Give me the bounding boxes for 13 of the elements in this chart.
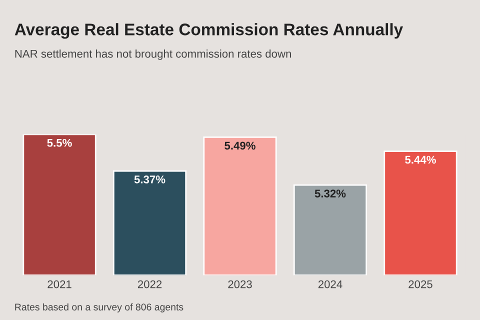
x-tick-label: 2021 xyxy=(48,280,72,288)
data-label: 5.49% xyxy=(224,142,256,150)
x-tick-label: 2022 xyxy=(138,280,162,288)
chart-subtitle: NAR settlement has not brought commission rates down xyxy=(15,50,291,60)
chart-title: Average Real Estate Commission Rates Annually xyxy=(14,23,404,39)
data-label: 5.32% xyxy=(314,190,346,198)
x-tick-label: 2025 xyxy=(408,280,432,288)
data-label: 5.5% xyxy=(47,138,72,147)
x-tick-label: 2023 xyxy=(228,280,252,288)
x-tick-label: 2024 xyxy=(318,280,342,288)
text: Rates based on a survey of 806 agents xyxy=(15,303,184,312)
data-label: 5.37% xyxy=(134,176,166,184)
data-label: 5.44% xyxy=(405,156,436,164)
